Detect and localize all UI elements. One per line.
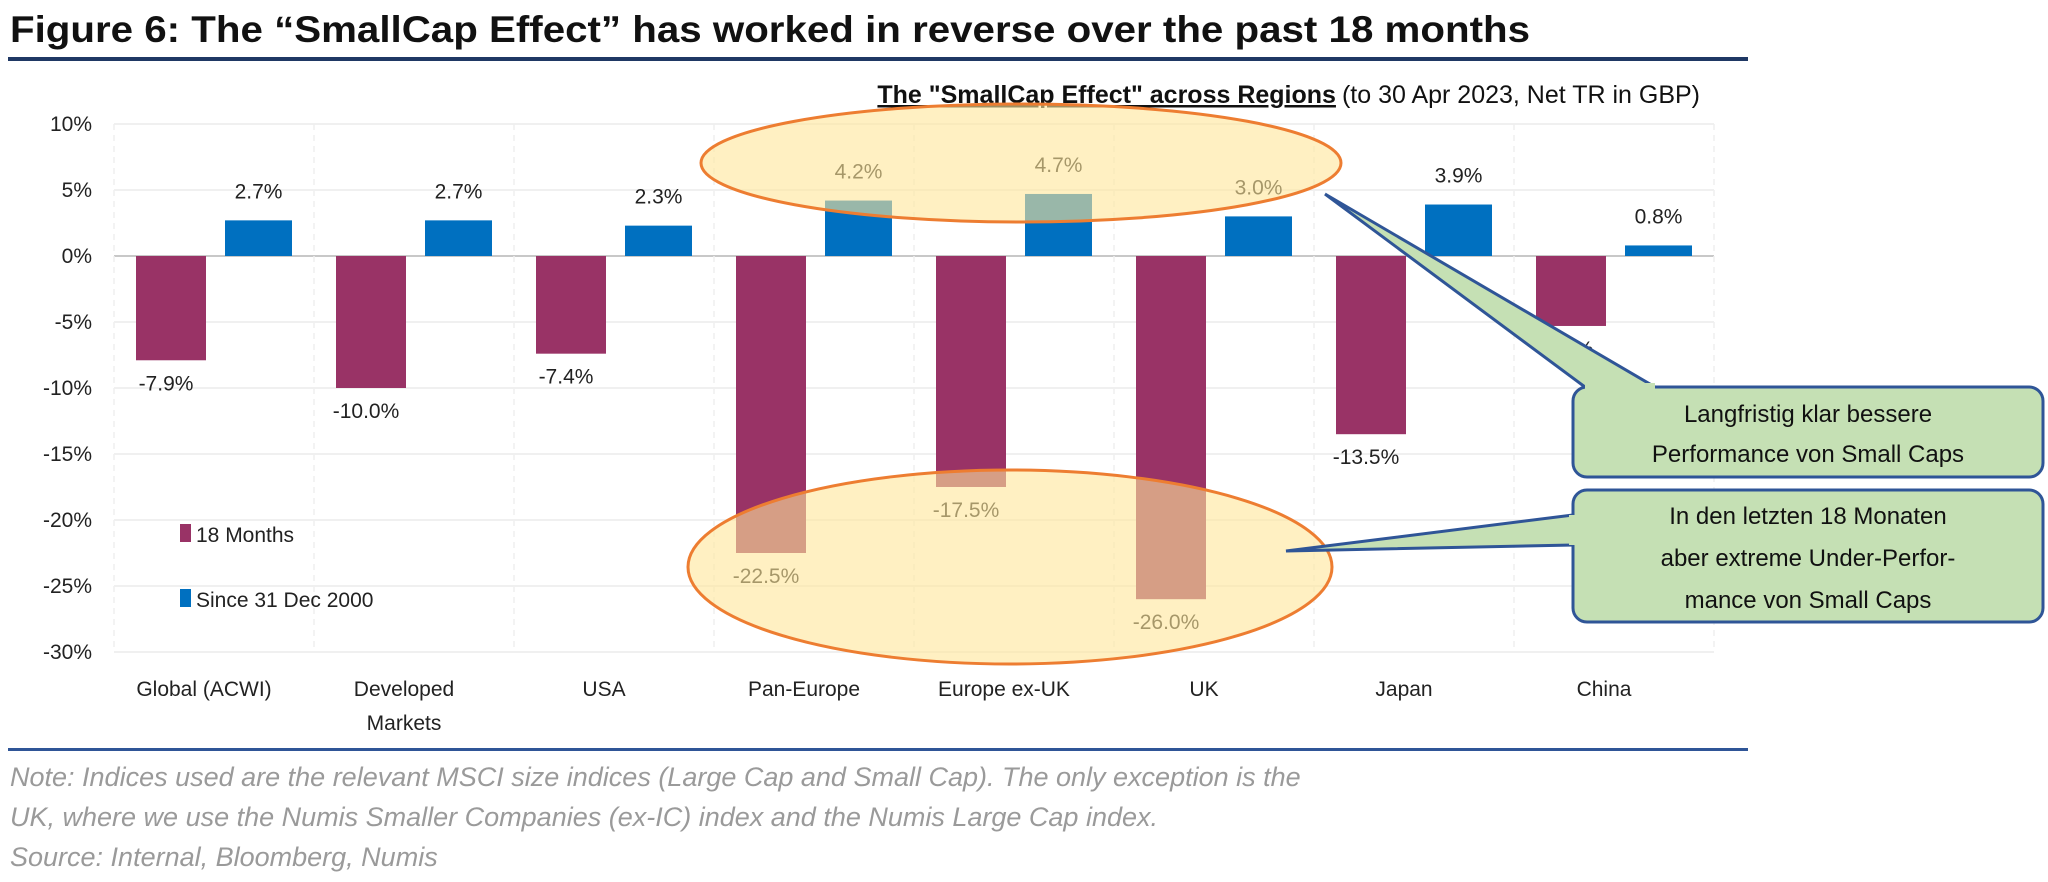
callout-top: Langfristig klar bessere Performance von… [1324, 192, 2045, 479]
bar-18-months [1536, 256, 1606, 326]
y-tick-label: -30% [43, 641, 92, 664]
source-line: Source: Internal, Bloomberg, Numis [10, 842, 438, 872]
x-tick-label: Pan-Europe [748, 678, 860, 701]
x-tick-label: Japan [1375, 678, 1432, 701]
callout-top-join [1585, 383, 1655, 391]
legend-swatch-18-months [180, 524, 191, 542]
x-tick-label: Developed [354, 678, 454, 701]
legend-label-18-months: 18 Months [196, 524, 294, 547]
data-label: 3.9% [1435, 165, 1483, 188]
note-line-2: UK, where we use the Numis Smaller Compa… [10, 802, 1158, 832]
y-tick-label: -5% [55, 311, 92, 334]
data-label: -10.0% [333, 400, 400, 423]
bar-18-months [336, 256, 406, 388]
y-tick-label: -25% [43, 575, 92, 598]
data-label: 2.3% [635, 186, 683, 209]
callout-bottom: In den letzten 18 Monaten aber extreme U… [1285, 488, 2045, 624]
bar-since-2000 [625, 225, 692, 256]
bar-since-2000 [1225, 216, 1292, 256]
x-tick-label: Markets [367, 712, 442, 735]
x-tick-label: USA [582, 678, 625, 701]
bar-since-2000 [225, 220, 292, 256]
bar-18-months [936, 256, 1006, 487]
bar-18-months [1336, 256, 1406, 435]
highlight-ellipse-bottom [686, 468, 1334, 666]
data-label: -7.9% [139, 372, 194, 395]
data-label: -13.5% [1333, 446, 1400, 469]
y-axis: 10% 5% 0% -5% -10% -15% -20% -25% -30% [43, 113, 92, 664]
data-label: -7.4% [539, 366, 594, 389]
x-tick-label: China [1577, 678, 1632, 701]
legend: 18 Months Since 31 Dec 2000 [180, 524, 373, 612]
callout-bottom-line-1: In den letzten 18 Monaten [1669, 503, 1947, 530]
callout-bottom-line-3: mance von Small Caps [1685, 587, 1932, 614]
y-tick-label: -10% [43, 377, 92, 400]
bar-18-months [136, 256, 206, 361]
y-tick-label: 10% [50, 113, 92, 136]
figure-title: Figure 6: The “SmallCap Effect” has work… [10, 9, 1530, 50]
data-label: 2.7% [435, 180, 483, 203]
y-tick-label: -20% [43, 509, 92, 532]
callout-top-box [1571, 385, 2045, 479]
callout-bottom-line-2: aber extreme Under-Perfor- [1661, 545, 1956, 572]
data-label: 2.7% [235, 180, 283, 203]
x-tick-label: Global (ACWI) [136, 678, 271, 701]
legend-swatch-since-2000 [180, 589, 191, 607]
x-tick-label: Europe ex-UK [938, 678, 1070, 701]
bar-18-months [536, 256, 606, 354]
bar-since-2000 [1425, 204, 1492, 256]
bar-since-2000 [425, 220, 492, 256]
callout-bottom-join [1569, 515, 1577, 545]
bar-since-2000 [1625, 245, 1692, 256]
y-tick-label: 0% [62, 245, 92, 268]
legend-label-since-2000: Since 31 Dec 2000 [196, 589, 373, 612]
callout-top-line-2: Performance von Small Caps [1652, 441, 1964, 468]
callout-top-line-1: Langfristig klar bessere [1684, 401, 1932, 428]
note-line-1: Note: Indices used are the relevant MSCI… [10, 762, 1301, 792]
highlight-ellipse-top [699, 102, 1343, 224]
chart-subtitle: (to 30 Apr 2023, Net TR in GBP) [1342, 81, 1700, 109]
x-axis: Global (ACWI) Developed Markets USA Pan-Euro… [136, 678, 1631, 735]
notes-rule [8, 748, 1748, 751]
y-tick-label: 5% [62, 179, 92, 202]
callout-bottom-box [1571, 488, 2045, 624]
title-rule [8, 57, 1748, 61]
y-tick-label: -15% [43, 443, 92, 466]
x-tick-label: UK [1189, 678, 1218, 701]
data-label: 0.8% [1635, 205, 1683, 228]
